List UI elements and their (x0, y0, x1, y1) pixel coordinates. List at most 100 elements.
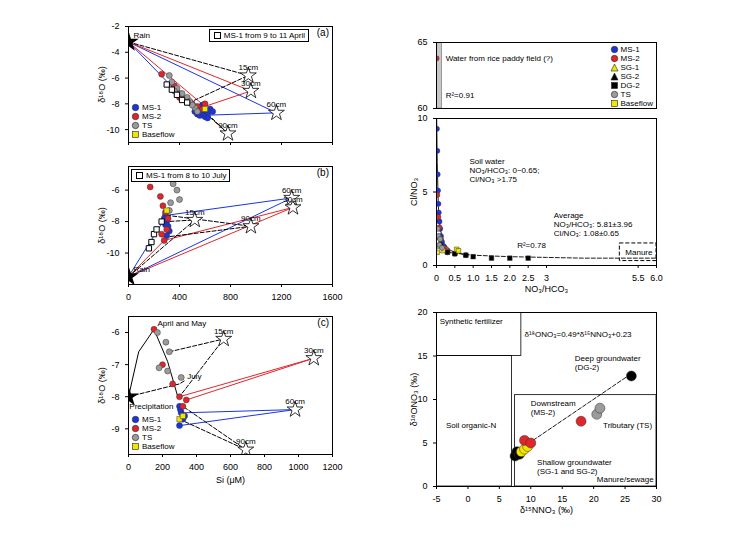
svg-text:90cm: 90cm (218, 121, 238, 130)
svg-text:Tributary (TS): Tributary (TS) (603, 421, 652, 430)
svg-text:AverageNO₃/HCO₃: 5.81±3.96Cl/N: AverageNO₃/HCO₃: 5.81±3.96Cl/NO₃: 1.08±0… (554, 211, 633, 238)
svg-text:-4: -4 (111, 47, 119, 57)
svg-text:3: 3 (544, 273, 549, 283)
svg-text:NO₃/HCO₃: NO₃/HCO₃ (525, 284, 569, 294)
svg-text:April and May: April and May (157, 319, 206, 328)
svg-text:δ¹⁵NNO₃ (‰): δ¹⁵NNO₃ (‰) (520, 505, 573, 515)
svg-text:10: 10 (417, 394, 427, 404)
svg-text:600: 600 (223, 462, 238, 472)
svg-text:20: 20 (417, 307, 427, 317)
html-text:TS: TS (142, 121, 153, 130)
svg-text:Soil organic-N: Soil organic-N (446, 421, 496, 430)
svg-text:200: 200 (155, 462, 170, 472)
svg-text:Shallow groundwater(SG-1 and S: Shallow groundwater(SG-1 and SG-2) (537, 458, 612, 476)
svg-text:Manure: Manure (625, 248, 653, 257)
svg-text:2.0: 2.0 (504, 273, 517, 283)
svg-text:-8: -8 (111, 392, 119, 402)
svg-text:Water from rice paddy field (?: Water from rice paddy field (?) (446, 54, 554, 63)
svg-text:-8: -8 (111, 99, 119, 109)
svg-text:400: 400 (189, 462, 204, 472)
svg-text:δ¹⁸O (‰): δ¹⁸O (‰) (97, 207, 107, 243)
svg-text:15: 15 (417, 351, 427, 361)
svg-text:65: 65 (417, 37, 427, 47)
svg-text:5: 5 (422, 438, 427, 448)
svg-text:Manure/sewage: Manure/sewage (597, 475, 654, 484)
svg-text:30cm: 30cm (304, 346, 324, 355)
html-text:(b): (b) (316, 167, 329, 178)
svg-text:60cm: 60cm (282, 186, 302, 195)
html-text:MS-1 from 8 to 10 July: MS-1 from 8 to 10 July (146, 171, 227, 180)
svg-text:δ¹⁸ONO₃ (‰): δ¹⁸ONO₃ (‰) (409, 373, 419, 426)
svg-text:-10: -10 (106, 124, 119, 134)
svg-text:1000: 1000 (288, 462, 308, 472)
svg-text:-6: -6 (111, 327, 119, 337)
svg-text:1.0: 1.0 (467, 273, 480, 283)
svg-text:δ¹⁸O (‰): δ¹⁸O (‰) (97, 66, 107, 102)
svg-text:Cl/NO₃: Cl/NO₃ (409, 178, 419, 206)
html-text:(c): (c) (317, 317, 329, 328)
svg-text:Soil waterNO₃/HCO₃: 0~0.65;Cl/: Soil waterNO₃/HCO₃: 0~0.65;Cl/NO₃ >1.75 (470, 157, 540, 184)
svg-text:-2: -2 (111, 21, 119, 31)
svg-text:Synthetic fertilizer: Synthetic fertilizer (440, 317, 503, 326)
svg-text:30: 30 (651, 494, 661, 504)
svg-text:5: 5 (497, 494, 502, 504)
svg-text:-8: -8 (111, 216, 119, 226)
svg-text:15cm: 15cm (214, 327, 234, 336)
svg-text:30cm: 30cm (241, 79, 261, 88)
svg-text:R²=0.91: R²=0.91 (446, 91, 475, 100)
svg-text:90cm: 90cm (241, 214, 261, 223)
svg-text:0: 0 (434, 273, 439, 283)
svg-text:15cm: 15cm (239, 63, 259, 72)
svg-text:-5: -5 (432, 494, 440, 504)
svg-text:δ¹⁸O (‰): δ¹⁸O (‰) (97, 367, 107, 403)
svg-text:0: 0 (465, 494, 470, 504)
svg-text:10: 10 (417, 113, 427, 123)
svg-text:60cm: 60cm (267, 100, 287, 109)
html-text:MS-1 from 9 to 11 April: MS-1 from 9 to 11 April (223, 31, 305, 40)
html-text:(a): (a) (316, 27, 329, 38)
svg-text:-10: -10 (106, 248, 119, 258)
svg-text:1200: 1200 (271, 292, 291, 302)
svg-text:800: 800 (257, 462, 272, 472)
svg-text:1600: 1600 (322, 292, 342, 302)
svg-text:15: 15 (557, 494, 567, 504)
svg-text:10: 10 (526, 494, 536, 504)
html-text:MS-2: MS-2 (142, 112, 162, 121)
svg-text:δ¹⁸ONO₃=0.49*δ¹⁵NNO₃+0.23: δ¹⁸ONO₃=0.49*δ¹⁵NNO₃+0.23 (525, 330, 633, 339)
svg-text:0: 0 (422, 260, 427, 270)
svg-text:1.5: 1.5 (485, 273, 498, 283)
html-text:MS-1: MS-1 (142, 415, 162, 424)
svg-text:15cm: 15cm (185, 208, 205, 217)
svg-text:5: 5 (422, 187, 427, 197)
svg-text:2.5: 2.5 (522, 273, 535, 283)
svg-text:Downstream(MS-2): Downstream(MS-2) (531, 399, 576, 417)
svg-text:Deep groundwater(DG-2): Deep groundwater(DG-2) (575, 354, 641, 372)
svg-text:Rain: Rain (134, 265, 150, 274)
svg-text:-6: -6 (111, 73, 119, 83)
svg-text:400: 400 (172, 292, 187, 302)
svg-text:0.5: 0.5 (449, 273, 462, 283)
svg-text:0: 0 (126, 292, 131, 302)
svg-text:800: 800 (223, 292, 238, 302)
svg-text:5.5: 5.5 (632, 273, 645, 283)
svg-text:Precipitation: Precipitation (129, 402, 173, 411)
svg-text:30cm: 30cm (283, 195, 303, 204)
svg-text:0: 0 (126, 462, 131, 472)
svg-text:90cm: 90cm (236, 437, 256, 446)
svg-text:Si (μM): Si (μM) (216, 475, 245, 485)
svg-text:25: 25 (620, 494, 630, 504)
svg-text:-6: -6 (111, 185, 119, 195)
svg-text:1200: 1200 (322, 462, 342, 472)
svg-text:6.0: 6.0 (650, 273, 663, 283)
svg-text:-9: -9 (111, 424, 119, 434)
html-text:MS-1: MS-1 (142, 103, 162, 112)
svg-text:60cm: 60cm (285, 397, 305, 406)
svg-text:20: 20 (589, 494, 599, 504)
svg-text:-7: -7 (111, 360, 119, 370)
svg-text:60: 60 (417, 103, 427, 113)
svg-text:R²=0.78: R²=0.78 (517, 241, 546, 250)
html-text:Baseflow: Baseflow (142, 130, 175, 139)
svg-text:0: 0 (422, 481, 427, 491)
svg-text:July: July (187, 372, 201, 381)
svg-text:Rain: Rain (134, 31, 150, 40)
